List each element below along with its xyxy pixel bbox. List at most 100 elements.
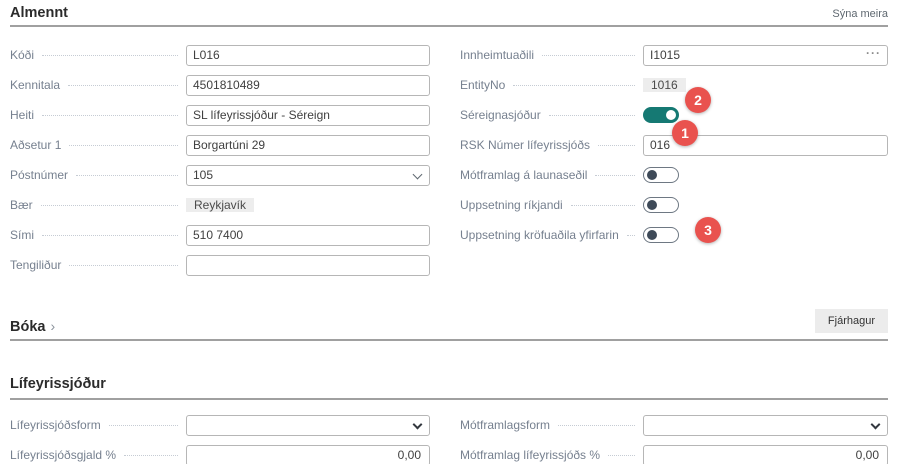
baer-readonly-field: Reykjavík (186, 197, 255, 212)
dotted-leader (513, 84, 635, 86)
field-row-postnumer: Póstnúmer (10, 160, 430, 190)
field-row-rsk-numer: RSK Númer lífeyrissjóðs (460, 130, 888, 160)
almennt-right-column: Innheimtuaðili ··· EntityNo 1016 Séreign… (460, 40, 888, 280)
entityno-label: EntityNo (460, 78, 506, 92)
field-row-tengilidur: Tengiliður (10, 250, 430, 280)
boka-title-text: Bóka (10, 319, 46, 335)
motframlag-lifeyrissjods-label: Mótframlag lífeyrissjóðs % (460, 448, 601, 462)
field-row-sereignasjodur: Séreignasjóður (460, 100, 888, 130)
uppsetning-krofuadila-toggle[interactable] (643, 227, 679, 243)
motframlagsform-label: Mótframlagsform (460, 418, 551, 432)
lifeyrissjodsgjald-label: Lífeyrissjóðsgjald % (10, 448, 117, 462)
motframlag-launasedil-toggle[interactable] (643, 167, 679, 183)
field-row-lifeyrissjodsform: Lífeyrissjóðsform (10, 410, 430, 440)
field-row-motframlagsform: Mótframlagsform (460, 410, 888, 440)
field-row-adsetur: Aðsetur 1 (10, 130, 430, 160)
pension-section-title: Lífeyrissjóður (10, 376, 106, 392)
innheimtuadili-lookup-input[interactable] (643, 44, 888, 66)
toggle-knob (666, 110, 676, 120)
uppsetning-krofuadila-label: Uppsetning kröfuaðila yfirfarin (460, 228, 619, 242)
fjarhagur-button[interactable]: Fjárhagur (814, 309, 888, 333)
uppsetning-rikjandi-toggle[interactable] (643, 197, 679, 213)
almennt-section-title: Almennt (10, 5, 68, 21)
dotted-leader (40, 204, 178, 206)
sereignasjodur-toggle[interactable] (643, 107, 679, 123)
boka-section-title[interactable]: Bóka › (10, 318, 55, 335)
annotation-badge-1: 1 (672, 120, 698, 146)
entityno-readonly-field: 1016 (643, 77, 686, 92)
field-row-motframlag-lifeyrissjods: Mótframlag lífeyrissjóðs % (460, 440, 888, 464)
field-row-uppsetning-rikjandi: Uppsetning ríkjandi (460, 190, 888, 220)
heiti-label: Heiti (10, 108, 35, 122)
sereignasjodur-label: Séreignasjóður (460, 108, 541, 122)
dotted-leader (68, 84, 178, 86)
lifeyrissjodsform-label: Lífeyrissjóðsform (10, 418, 101, 432)
dotted-leader (626, 234, 635, 236)
field-row-kodi: Kóði (10, 40, 430, 70)
ellipsis-lookup-icon[interactable]: ··· (866, 45, 881, 60)
toggle-knob (647, 170, 657, 180)
toggle-knob (647, 230, 657, 240)
dotted-leader (124, 454, 178, 456)
dotted-leader (76, 174, 178, 176)
adsetur-label: Aðsetur 1 (10, 138, 62, 152)
tengilidur-label: Tengiliður (10, 258, 62, 272)
field-row-baer: Bær Reykjavík (10, 190, 430, 220)
simi-input[interactable] (186, 224, 430, 246)
kennitala-label: Kennitala (10, 78, 61, 92)
simi-label: Sími (10, 228, 34, 242)
almennt-left-column: Kóði Kennitala Heiti Aðsetur 1 Póstnúmer (10, 40, 430, 280)
postnumer-label: Póstnúmer (10, 168, 69, 182)
dotted-leader (548, 114, 635, 116)
kennitala-input[interactable] (186, 74, 430, 96)
field-row-heiti: Heiti (10, 100, 430, 130)
motframlag-lifeyrissjods-input[interactable] (643, 444, 888, 464)
motframlagsform-select[interactable] (643, 414, 888, 436)
toggle-knob (647, 200, 657, 210)
dotted-leader (542, 54, 635, 56)
show-more-link[interactable]: Sýna meira (832, 8, 888, 20)
dotted-leader (558, 424, 635, 426)
field-row-motframlag-launasedil: Mótframlag á launaseðil (460, 160, 888, 190)
heiti-input[interactable] (186, 104, 430, 126)
lifeyrissjodsform-select[interactable] (186, 414, 430, 436)
dotted-leader (598, 144, 635, 146)
rsk-numer-input[interactable] (643, 134, 888, 156)
field-row-innheimtuadili: Innheimtuaðili ··· (460, 40, 888, 70)
rsk-numer-label: RSK Númer lífeyrissjóðs (460, 138, 591, 152)
tengilidur-input[interactable] (186, 254, 430, 276)
lifeyrissjodsgjald-input[interactable] (186, 444, 430, 464)
motframlag-launasedil-label: Mótframlag á launaseðil (460, 168, 588, 182)
pension-left-column: Lífeyrissjóðsform Lífeyrissjóðsgjald % (10, 410, 430, 464)
pension-section-header: Lífeyrissjóður (10, 371, 888, 400)
annotation-badge-2: 2 (685, 87, 711, 113)
field-row-simi: Sími (10, 220, 430, 250)
annotation-badge-3: 3 (695, 217, 721, 243)
dotted-leader (595, 174, 635, 176)
uppsetning-rikjandi-label: Uppsetning ríkjandi (460, 198, 563, 212)
dotted-leader (69, 144, 178, 146)
dotted-leader (108, 424, 178, 426)
field-row-entityno: EntityNo 1016 (460, 70, 888, 100)
dotted-leader (69, 264, 178, 266)
boka-section-header: Bóka › Fjárhagur (10, 304, 888, 341)
kodi-label: Kóði (10, 48, 35, 62)
field-row-uppsetning-krofuadila: Uppsetning kröfuaðila yfirfarin (460, 220, 888, 250)
chevron-right-icon: › (50, 318, 56, 334)
dotted-leader (570, 204, 635, 206)
pension-fields: Lífeyrissjóðsform Lífeyrissjóðsgjald % M… (0, 410, 900, 464)
field-row-lifeyrissjodsgjald: Lífeyrissjóðsgjald % (10, 440, 430, 464)
pension-right-column: Mótframlagsform Mótframlag lífeyrissjóðs… (460, 410, 888, 464)
field-row-kennitala: Kennitala (10, 70, 430, 100)
dotted-leader (42, 234, 178, 236)
kodi-input[interactable] (186, 44, 430, 66)
dotted-leader (608, 454, 635, 456)
adsetur-input[interactable] (186, 134, 430, 156)
baer-label: Bær (10, 198, 33, 212)
dotted-leader (42, 114, 178, 116)
postnumer-dropdown-input[interactable] (186, 164, 430, 186)
almennt-fields: Kóði Kennitala Heiti Aðsetur 1 Póstnúmer (0, 40, 900, 280)
dotted-leader (42, 54, 178, 56)
almennt-section-header: Almennt Sýna meira (10, 0, 888, 27)
